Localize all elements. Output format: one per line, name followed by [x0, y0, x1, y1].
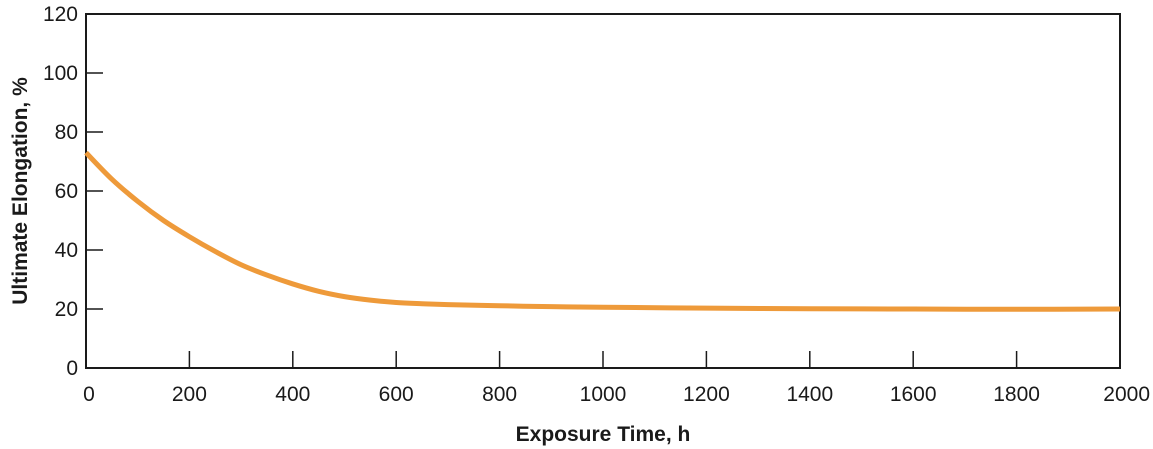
y-tick-label: 40 [55, 239, 78, 262]
x-axis-ticks [188, 351, 1018, 368]
series-line-0 [84, 150, 1121, 312]
y-tick-label: 0 [66, 357, 78, 380]
x-tick-label: 600 [379, 383, 414, 406]
x-tick-label: 200 [172, 383, 207, 406]
y-axis-tick-labels: 0 20 40 60 80 100 120 [43, 3, 78, 380]
y-tick-label: 80 [55, 121, 78, 144]
series-layer [84, 150, 1121, 312]
y-tick-label: 60 [55, 180, 78, 203]
y-tick-label: 100 [43, 62, 78, 85]
x-tick-label: 0 [83, 383, 95, 406]
x-tick-label: 1400 [786, 383, 833, 406]
x-tick-label: 1600 [890, 383, 937, 406]
plot-frame [85, 13, 1121, 369]
y-axis-title: Ultimate Elongation, % [9, 77, 32, 305]
x-tick-label: 2000 [1103, 383, 1150, 406]
x-tick-label: 400 [275, 383, 310, 406]
y-tick-label: 20 [55, 298, 78, 321]
x-tick-label: 800 [482, 383, 517, 406]
y-axis-ticks [86, 72, 103, 310]
y-tick-label: 120 [43, 3, 78, 26]
x-axis-tick-labels: 0 200 400 600 800 1000 1200 1400 1600 1800 2000 [83, 383, 1150, 406]
x-tick-label: 1000 [580, 383, 627, 406]
x-axis-title: Exposure Time, h [516, 423, 691, 446]
x-tick-label: 1800 [993, 383, 1040, 406]
x-tick-label: 1200 [683, 383, 730, 406]
